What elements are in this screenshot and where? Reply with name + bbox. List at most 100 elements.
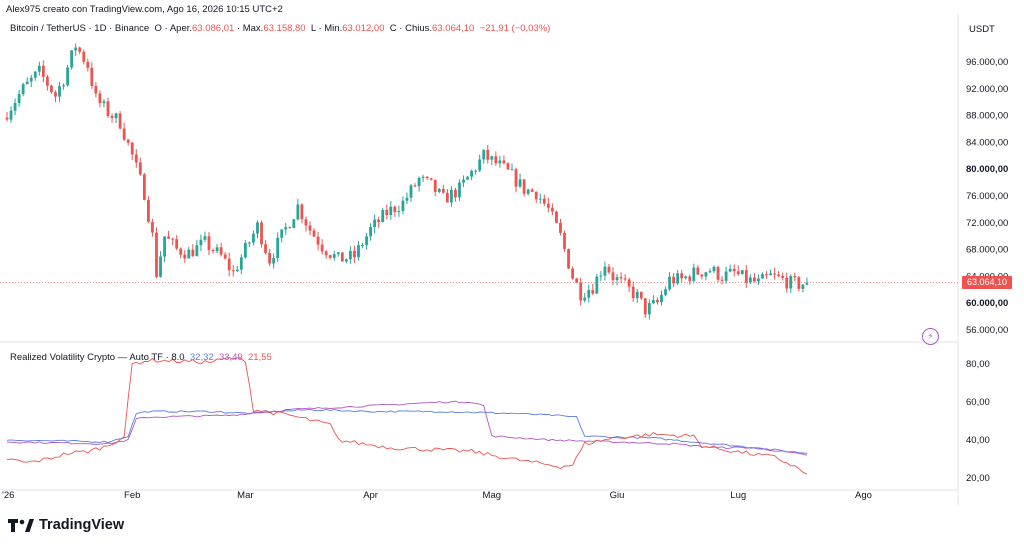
candle-body: [728, 268, 732, 272]
candle-body: [563, 232, 566, 249]
candle-body: [785, 277, 789, 289]
candle-body: [494, 156, 498, 164]
candle-body: [647, 303, 651, 315]
candle-body: [789, 276, 793, 289]
candle-body: [219, 247, 223, 255]
candle-body: [684, 276, 688, 279]
candle-body: [122, 128, 126, 140]
candle-body: [506, 163, 510, 170]
main-legend: Bitcoin / TetherUS · 1D · Binance O · Ap…: [10, 23, 551, 34]
candle-body: [256, 222, 259, 234]
candle-body: [688, 276, 692, 281]
candle-body: [223, 254, 227, 259]
indicator-legend[interactable]: Realized Volatility Crypto — Auto TF · 8…: [10, 352, 272, 363]
candle-body: [793, 276, 797, 278]
candle-body: [551, 207, 554, 212]
candle-body: [58, 86, 61, 97]
candle-body: [284, 227, 288, 230]
candle-body: [567, 248, 570, 269]
candle-body: [627, 279, 631, 287]
candle-body: [656, 300, 659, 303]
bolt-icon[interactable]: ⚡: [922, 328, 939, 345]
candle-body: [534, 191, 538, 200]
candle-body: [611, 272, 615, 281]
candle-body: [401, 200, 405, 212]
candle-body: [13, 103, 17, 111]
candle-body: [712, 266, 716, 272]
candle-body: [518, 179, 522, 187]
candle-body: [450, 189, 453, 203]
low-value: 63.012,00: [342, 23, 385, 34]
candle-body: [215, 247, 219, 252]
brand-logo[interactable]: TradingView: [8, 517, 124, 533]
candle-body: [252, 233, 255, 243]
candle-body: [276, 237, 280, 259]
price-tick-label: 96.000,00: [966, 57, 1008, 68]
price-tick-label: 60.000,00: [966, 298, 1008, 309]
candle-body: [21, 84, 25, 95]
candle-body: [248, 242, 251, 244]
candle-body: [458, 182, 461, 198]
brand-name: TradingView: [39, 517, 125, 533]
price-tick-label: 72.000,00: [966, 218, 1008, 229]
candle-body: [114, 113, 118, 119]
candle-body: [724, 271, 728, 281]
close-prefix: Chius.: [405, 23, 433, 34]
candle-body: [167, 236, 170, 239]
candle-body: [615, 277, 619, 281]
candle-body: [781, 275, 785, 278]
time-tick-label: Feb: [124, 490, 140, 501]
candle-body: [353, 250, 356, 258]
candle-body: [421, 176, 425, 178]
candle-body: [268, 252, 271, 264]
candle-body: [110, 115, 114, 119]
candle-body: [700, 274, 704, 277]
candle-body: [753, 277, 756, 282]
candle-body: [138, 162, 142, 175]
candle-body: [474, 170, 478, 172]
candle-body: [300, 204, 304, 220]
candle-body: [716, 266, 720, 280]
candle-body: [478, 159, 482, 171]
candle-body: [159, 256, 162, 277]
time-tick-label: Mag: [483, 490, 501, 501]
time-tick-label: '26: [2, 490, 14, 501]
candle-body: [147, 199, 150, 222]
candle-body: [385, 209, 389, 216]
candle-body: [171, 238, 175, 240]
symbol-label[interactable]: Bitcoin / TetherUS · 1D · Binance: [10, 23, 150, 34]
indicator-value-blue: 32,32: [189, 352, 214, 363]
candle-body: [405, 197, 409, 201]
candle-body: [17, 94, 21, 104]
candle-body: [409, 185, 413, 198]
candle-body: [668, 276, 671, 290]
candle-body: [37, 65, 41, 72]
candle-body: [272, 258, 276, 264]
candle-body: [773, 273, 776, 275]
last-price-badge: 63.064,10: [962, 276, 1012, 290]
currency-label[interactable]: USDT: [969, 24, 995, 35]
candle-body: [344, 259, 348, 262]
close-value: 63.064,10: [432, 23, 475, 34]
candle-body: [555, 211, 558, 223]
candle-body: [199, 239, 203, 246]
time-tick-label: Giu: [610, 490, 625, 501]
time-tick-label: Apr: [363, 490, 378, 501]
candle-body: [102, 101, 106, 104]
close-letter: C: [389, 23, 397, 34]
vol-tick-label: 40,00: [966, 435, 990, 446]
candle-body: [361, 245, 364, 247]
vol-series-line-3: [6, 357, 808, 475]
candle-body: [264, 244, 267, 253]
candle-body: [280, 229, 284, 238]
candle-body: [417, 177, 421, 187]
candle-body: [187, 249, 191, 259]
time-tick-label: Mar: [237, 490, 253, 501]
candle-body: [304, 219, 308, 226]
candle-body: [70, 50, 74, 68]
chart-credit: Alex975 creato con TradingView.com, Ago …: [6, 4, 283, 15]
candle-body: [9, 110, 13, 120]
candle-body: [445, 192, 449, 203]
candle-body: [142, 174, 146, 200]
